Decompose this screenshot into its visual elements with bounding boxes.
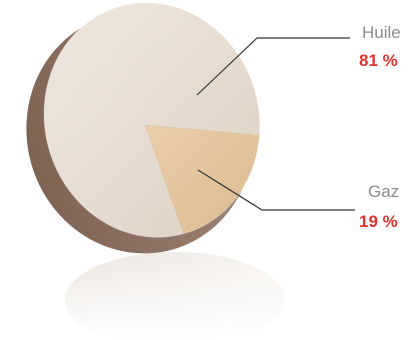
leader-lines <box>196 37 355 211</box>
leader-line-huile <box>196 37 350 96</box>
label-huile: Huile <box>362 23 401 42</box>
pie-slice-huile <box>44 2 260 238</box>
pie-slice-gaz <box>145 125 260 234</box>
pie-reflection <box>60 250 300 340</box>
value-huile: 81 % <box>359 51 398 70</box>
pie-slices <box>43 2 261 238</box>
label-gaz: Gaz <box>368 182 399 201</box>
leader-line-gaz <box>197 169 355 211</box>
value-gaz: 19 % <box>359 212 398 231</box>
